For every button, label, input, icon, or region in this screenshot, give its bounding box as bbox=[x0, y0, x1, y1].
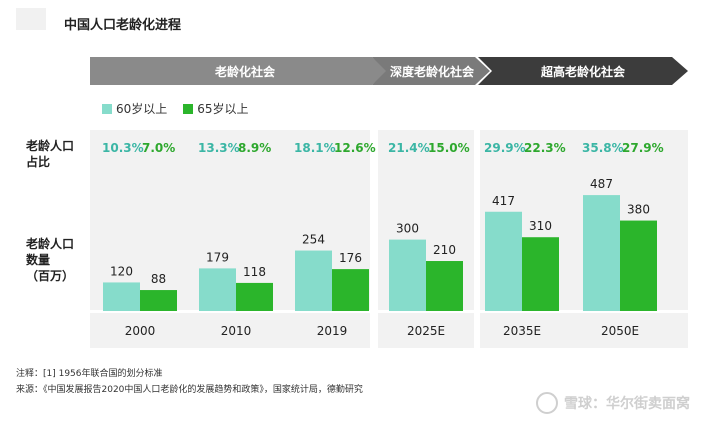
bar-60-2019 bbox=[295, 250, 332, 311]
title-accent bbox=[16, 8, 46, 30]
bar-65-2019 bbox=[332, 269, 369, 311]
share-label-65-2050E: 27.9% bbox=[622, 141, 664, 155]
footnote-source: 来源：《中国发展报告2020中国人口老龄化的发展趋势和政策》，国家统计局，德勤研… bbox=[16, 385, 363, 395]
data-label-65-2019: 176 bbox=[339, 251, 362, 265]
data-label-60-2000: 120 bbox=[110, 264, 133, 278]
phase-aging: 老龄化社会 bbox=[90, 57, 388, 85]
snowball-logo-icon bbox=[536, 392, 558, 414]
share-label-60-2050E: 35.8% bbox=[582, 141, 624, 155]
share-label-65-2010: 8.9% bbox=[238, 141, 272, 155]
data-label-65-2025E: 210 bbox=[433, 243, 456, 257]
legend: 60岁以上 65岁以上 bbox=[102, 100, 249, 117]
chart-title: 中国人口老龄化进程 bbox=[64, 18, 182, 33]
bar-60-2050E bbox=[583, 195, 620, 311]
row-label-line: 占比 bbox=[26, 155, 51, 169]
data-label-65-2050E: 380 bbox=[627, 203, 650, 217]
x-tick-label-2019: 2019 bbox=[317, 324, 348, 338]
data-label-65-2010: 118 bbox=[243, 265, 266, 279]
legend-item-60: 60岁以上 bbox=[102, 100, 167, 117]
legend-label-60: 60岁以上 bbox=[116, 102, 168, 116]
share-label-60-2025E: 21.4% bbox=[388, 141, 430, 155]
share-label-60-2035E: 29.9% bbox=[484, 141, 526, 155]
share-label-60-2000: 10.3% bbox=[102, 141, 144, 155]
legend-swatch-60 bbox=[102, 103, 112, 114]
data-label-65-2035E: 310 bbox=[529, 219, 552, 233]
x-tick-label-2050E: 2050E bbox=[601, 324, 639, 338]
bar-60-2010 bbox=[199, 268, 236, 311]
bar-65-2010 bbox=[236, 282, 273, 311]
footnote-note: 注释：[1] 1956年联合国的划分标准 bbox=[16, 369, 163, 379]
data-label-65-2000: 88 bbox=[151, 272, 166, 286]
bar-60-2035E bbox=[485, 211, 522, 311]
bar-65-2035E bbox=[522, 237, 559, 311]
share-label-65-2025E: 15.0% bbox=[428, 141, 470, 155]
data-label-60-2050E: 487 bbox=[590, 177, 613, 191]
watermark-text: 雪球：华尔街卖面窝 bbox=[564, 396, 690, 412]
bar-65-2025E bbox=[426, 261, 463, 311]
phase-deep-aging: 深度老龄化社会 bbox=[372, 57, 490, 85]
share-label-60-2010: 13.3% bbox=[198, 141, 240, 155]
share-label-60-2019: 18.1% bbox=[294, 141, 336, 155]
row-label-line: （百万） bbox=[26, 269, 75, 283]
phase-super-aging: 超高老龄化社会 bbox=[478, 57, 688, 85]
legend-item-65: 65岁以上 bbox=[183, 100, 249, 117]
share-label-65-2000: 7.0% bbox=[142, 141, 176, 155]
data-label-60-2035E: 417 bbox=[492, 194, 515, 208]
x-tick-label-2000: 2000 bbox=[125, 324, 156, 338]
bar-65-2000 bbox=[140, 290, 177, 311]
share-label-65-2019: 12.6% bbox=[334, 141, 376, 155]
row-label-count: 老龄人口数量 （百万） bbox=[26, 236, 74, 284]
data-label-60-2025E: 300 bbox=[396, 222, 419, 236]
x-tick-label-2025E: 2025E bbox=[407, 324, 445, 338]
row-label-line: 老龄人口 bbox=[26, 237, 75, 251]
row-label-share: 老龄人口 占比 bbox=[26, 138, 74, 170]
legend-swatch-65 bbox=[183, 103, 194, 114]
bar-60-2000 bbox=[103, 282, 140, 311]
row-label-line: 数量 bbox=[26, 253, 51, 267]
share-label-65-2035E: 22.3% bbox=[524, 141, 566, 155]
bar-65-2050E bbox=[620, 220, 657, 311]
bar-60-2025E bbox=[389, 239, 426, 311]
x-tick-label-2035E: 2035E bbox=[503, 324, 541, 338]
row-label-line: 老龄人口 bbox=[26, 139, 75, 153]
x-tick-label-2010: 2010 bbox=[221, 324, 252, 338]
data-label-60-2019: 254 bbox=[302, 233, 325, 247]
legend-label-65: 65岁以上 bbox=[197, 102, 249, 116]
watermark: 雪球：华尔街卖面窝 bbox=[536, 392, 690, 414]
data-label-60-2010: 179 bbox=[206, 250, 229, 264]
